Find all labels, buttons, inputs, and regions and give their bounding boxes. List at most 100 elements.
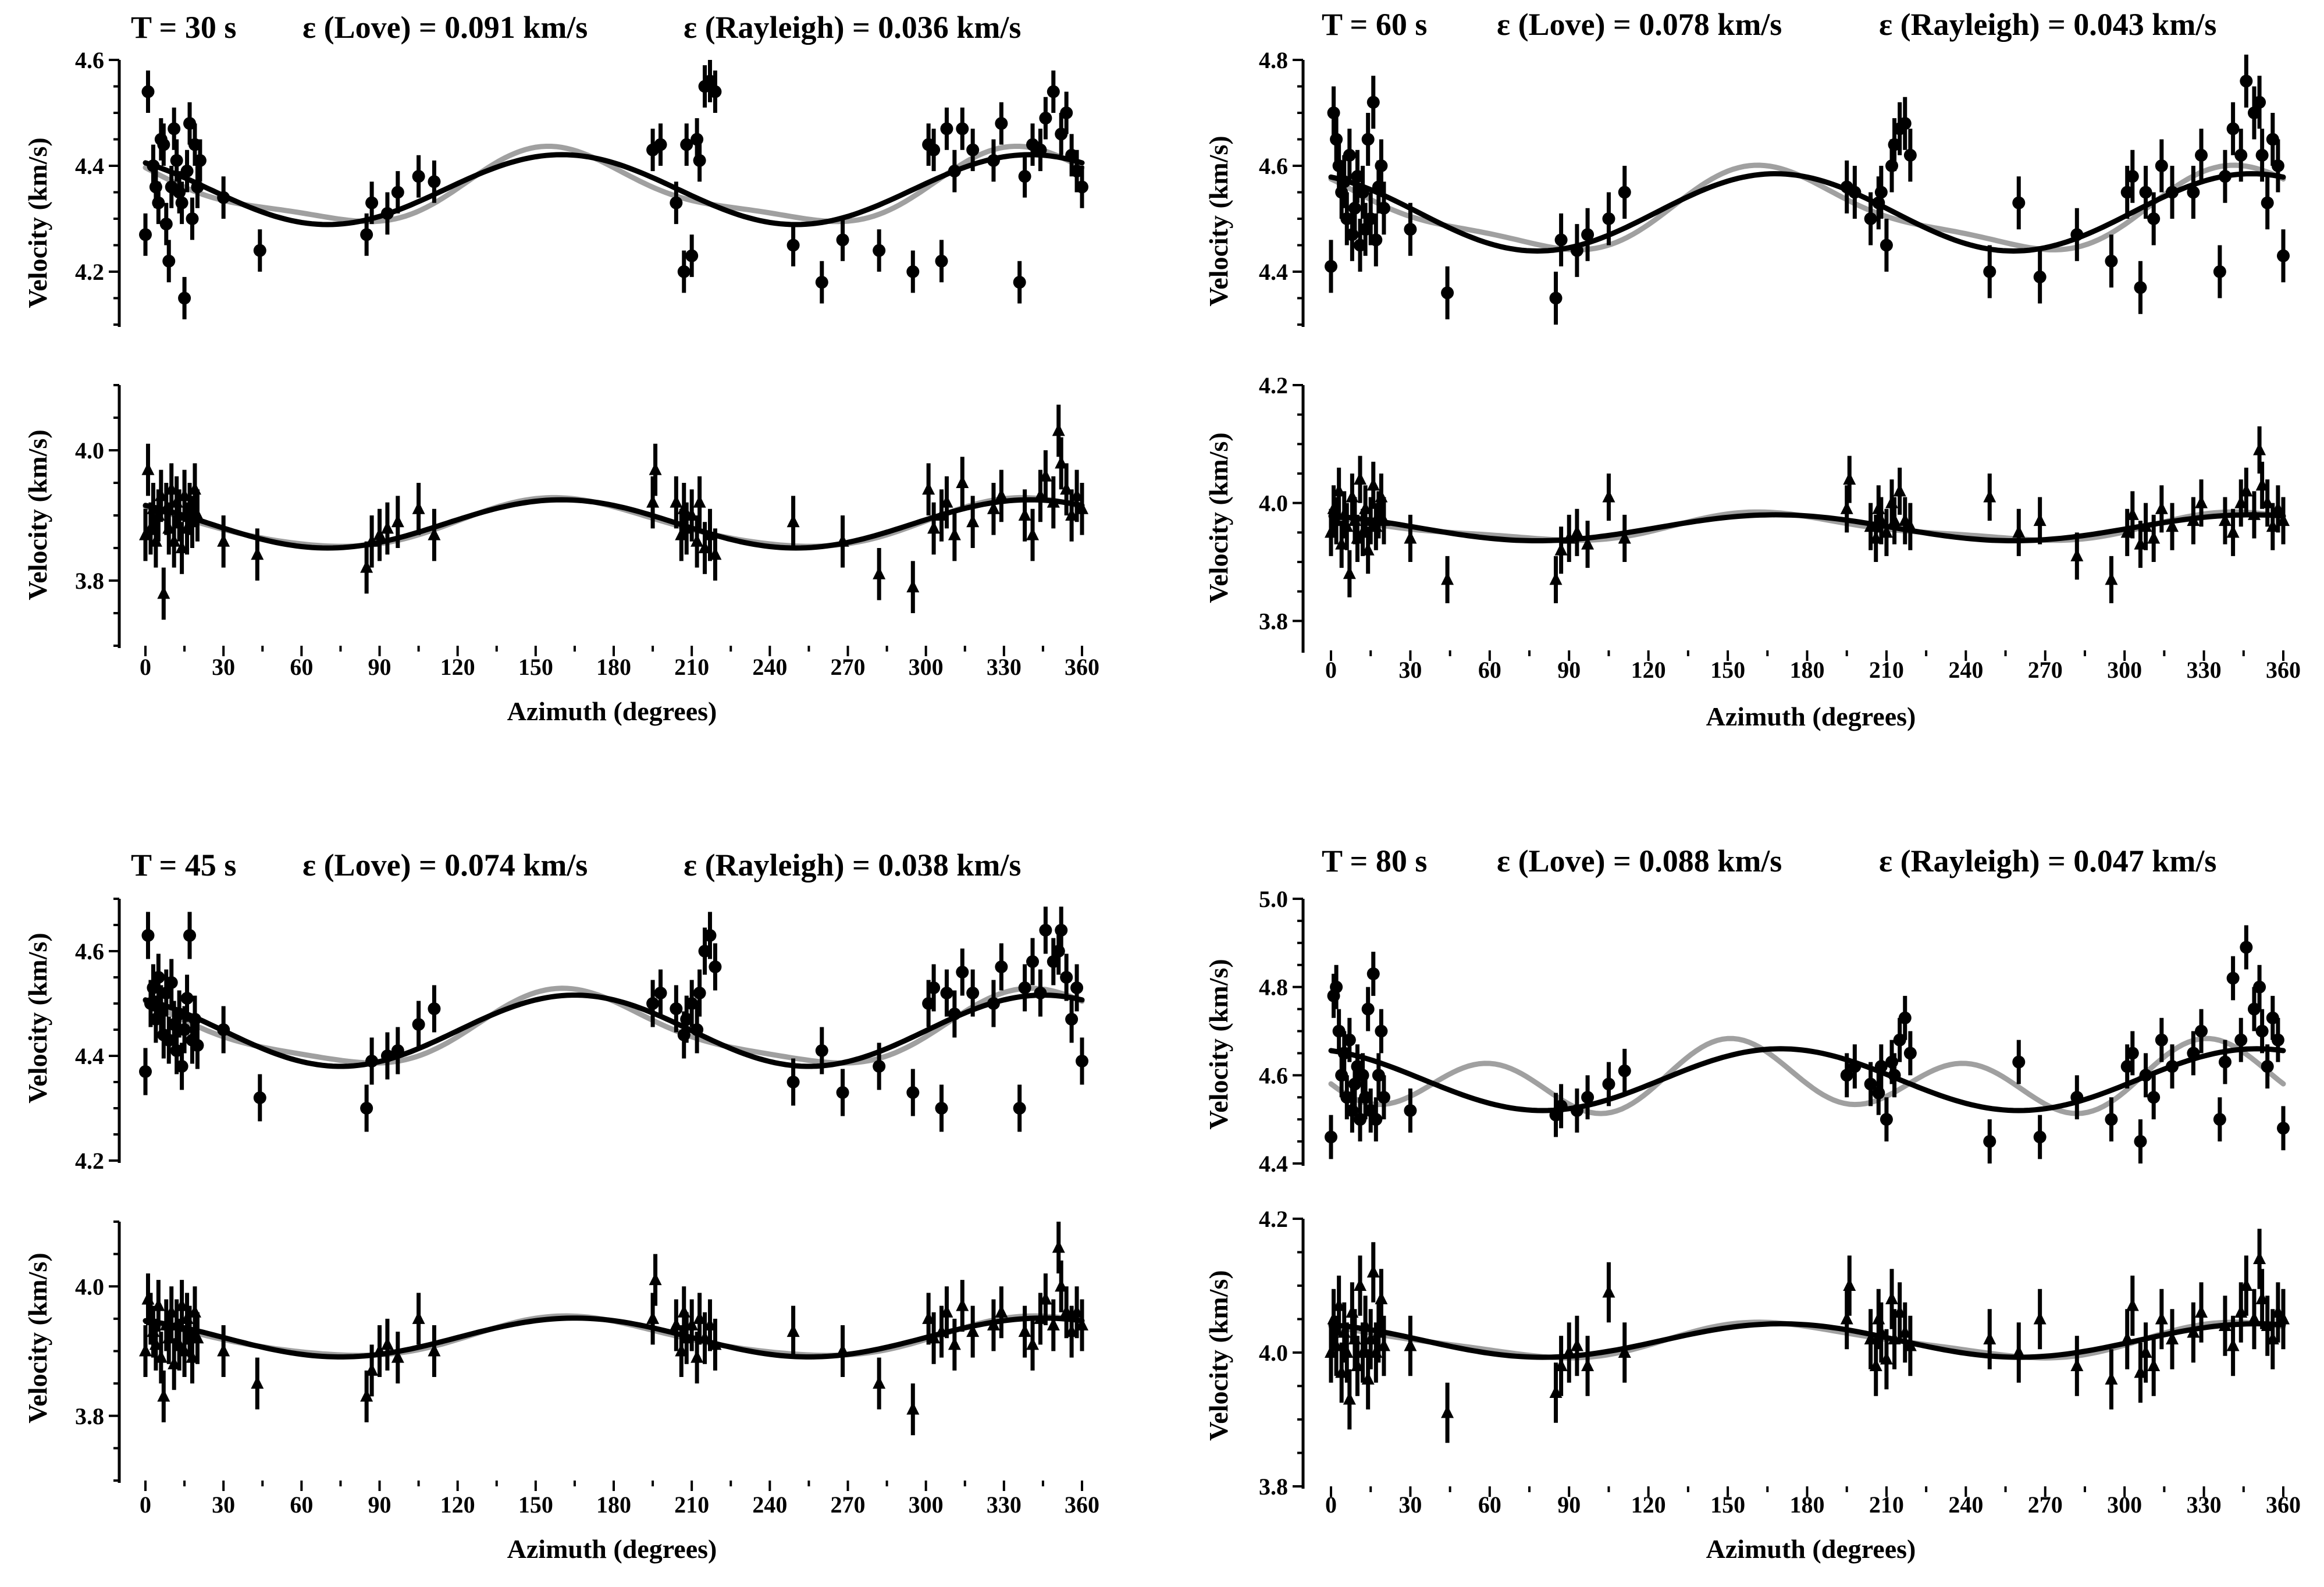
chart-1-rayleigh-data-point <box>2253 426 2266 474</box>
circle-marker <box>2277 1122 2290 1135</box>
chart-2-rayleigh-data-point <box>1076 1299 1088 1351</box>
triangle-marker <box>217 1343 230 1357</box>
chart-0-rayleigh-data-point <box>940 476 953 529</box>
circle-marker <box>2234 1033 2248 1047</box>
chart-t80-title-rayleigh: ε (Rayleigh) = 0.047 km/s <box>1879 844 2216 878</box>
chart-1-rayleigh-data-point <box>2187 497 2200 545</box>
circle-marker <box>168 122 181 136</box>
chart-0-love-data-point <box>170 139 183 182</box>
chart-0-rayleigh-data-point <box>646 476 660 529</box>
chart-2-love-data-point <box>175 1042 188 1090</box>
circle-marker <box>2218 170 2232 183</box>
chart-1-rayleigh-data-point <box>2247 491 2261 539</box>
triangle-marker <box>922 482 935 495</box>
triangle-marker <box>1377 513 1390 526</box>
chart-2-rayleigh-data-point <box>373 1325 386 1377</box>
chart-1-love-data-point <box>1377 182 1390 235</box>
x-tick-label: 270 <box>2028 657 2063 683</box>
chart-0-rayleigh-data-point <box>251 528 264 581</box>
x-tick-label: 150 <box>1710 657 1745 683</box>
chart-2-love-data-point <box>693 969 706 1017</box>
chart-2-love-data-point <box>360 1084 373 1132</box>
circle-marker <box>1864 1077 1877 1091</box>
chart-1-rayleigh-data-point <box>1840 485 1853 533</box>
triangle-marker <box>786 514 800 528</box>
chart-1-rayleigh-data-point <box>2120 508 2134 556</box>
chart-1-love-data-point <box>1337 155 1351 208</box>
chart-t30-title-period: T = 30 s <box>131 10 236 45</box>
circle-marker <box>2247 106 2261 119</box>
chart-1-love-data-point <box>1618 166 1631 219</box>
chart-2-rayleigh-data-point <box>1047 1299 1060 1351</box>
circle-marker <box>170 154 183 167</box>
chart-1-rayleigh-data-point <box>2240 467 2253 515</box>
chart-2-love-data-point <box>1055 906 1068 954</box>
chart-2-rayleigh-data-point <box>836 1325 849 1377</box>
chart-3-love-data-point <box>2277 1106 2290 1151</box>
chart-0-love-data-point <box>677 250 691 293</box>
chart-0-love-data-point <box>360 213 373 256</box>
chart-3-love-data-point <box>1602 1062 1615 1106</box>
chart-2-rayleigh-data-point <box>995 1286 1008 1339</box>
circle-marker <box>2187 186 2200 199</box>
circle-marker <box>1325 259 1337 273</box>
triangle-marker <box>670 494 683 508</box>
chart-0-love-data-point <box>180 150 194 193</box>
triangle-marker <box>1330 513 1343 526</box>
chart-1-love-data-point <box>1570 224 1583 277</box>
chart-3-love-data-point <box>1840 1053 1853 1098</box>
x-tick-label: 240 <box>752 654 787 680</box>
chart-2-rayleigh-data-point <box>948 1318 961 1371</box>
chart-1-rayleigh-data-point <box>2033 497 2047 545</box>
chart-0-love-data-point <box>1034 129 1047 172</box>
chart-2-love-data-point <box>380 1032 394 1080</box>
circle-marker <box>1340 1091 1354 1104</box>
circle-marker <box>1404 1104 1417 1117</box>
circle-marker <box>380 1049 394 1062</box>
chart-2-love-data-point <box>253 1074 266 1122</box>
chart-t60-title-love: ε (Love) = 0.078 km/s <box>1497 7 1782 42</box>
chart-2-love-data-point <box>191 1022 204 1069</box>
triangle-marker <box>1893 483 1906 497</box>
chart-2-love-data-point <box>180 974 194 1022</box>
chart-3-rayleigh-data-point <box>1366 1242 1380 1303</box>
circle-marker <box>159 218 173 231</box>
chart-3-rayleigh-data-point <box>1351 1336 1364 1396</box>
chart-3-rayleigh-data-point <box>2277 1289 2290 1350</box>
chart-1-love-data-point <box>2253 76 2266 129</box>
circle-marker <box>1026 955 1040 968</box>
triangle-marker <box>1404 1338 1417 1351</box>
triangle-marker <box>2226 1338 2240 1351</box>
chart-2-rayleigh-data-point <box>1052 1222 1065 1273</box>
chart-1-love-data-point <box>1343 129 1356 182</box>
triangle-marker <box>2247 507 2261 520</box>
chart-0-love-data-point <box>685 234 699 277</box>
triangle-marker <box>2147 531 2161 544</box>
triangle-marker <box>373 1343 386 1357</box>
chart-1-love-data-point <box>2255 129 2269 182</box>
chart-1-love-data-point <box>1359 202 1372 256</box>
chart-0-rayleigh-data-point <box>836 515 849 568</box>
circle-marker <box>1874 186 1888 199</box>
circle-marker <box>2253 980 2266 994</box>
circle-marker <box>175 1060 188 1073</box>
x-tick-label: 60 <box>1478 1492 1501 1518</box>
chart-2-love-data-point <box>691 1006 704 1054</box>
circle-marker <box>139 228 152 241</box>
chart-3-rayleigh-data-point <box>1869 1336 1882 1396</box>
chart-1-rayleigh-data-point <box>2070 532 2084 580</box>
circle-marker <box>2195 1024 2208 1038</box>
circle-marker <box>2271 159 2284 172</box>
chart-0-rayleigh-data-point <box>1052 404 1065 457</box>
triangle-marker <box>1618 1345 1631 1358</box>
chart-0-rayleigh-data-point <box>670 476 683 529</box>
triangle-marker <box>1340 1345 1354 1358</box>
chart-2-rayleigh-data-point <box>412 1293 425 1345</box>
chart-2-rayleigh-data-point <box>157 1370 170 1422</box>
chart-2-rayleigh-data-point <box>873 1357 886 1410</box>
circle-marker <box>152 196 165 209</box>
chart-1-rayleigh-y-tick-label: 3.8 <box>1259 608 1288 634</box>
triangle-marker <box>2147 1358 2161 1371</box>
circle-marker <box>966 143 980 156</box>
triangle-marker <box>391 514 404 528</box>
